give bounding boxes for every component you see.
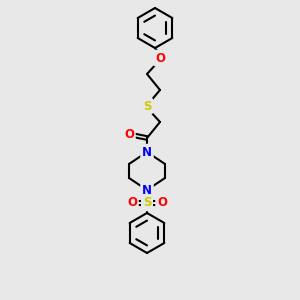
Text: N: N <box>142 146 152 158</box>
Text: O: O <box>157 196 167 209</box>
Text: O: O <box>127 196 137 209</box>
Text: S: S <box>143 100 151 112</box>
Text: O: O <box>124 128 134 142</box>
Text: O: O <box>155 52 165 64</box>
Text: S: S <box>143 196 151 209</box>
Text: N: N <box>142 184 152 196</box>
